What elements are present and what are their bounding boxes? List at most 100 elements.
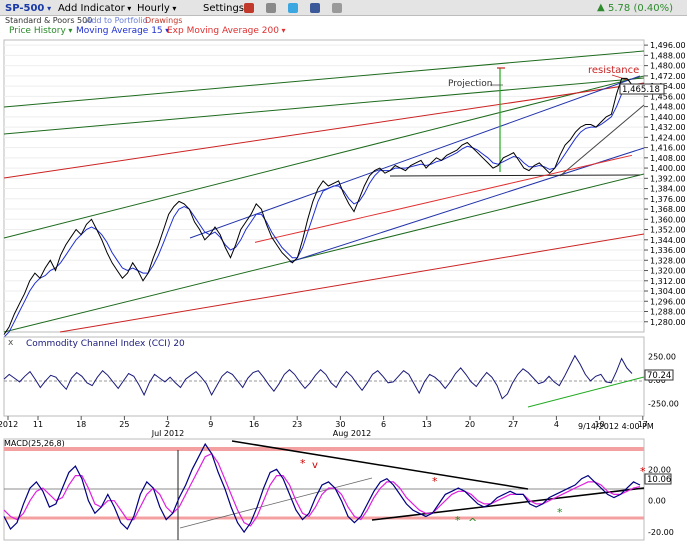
price-line <box>3 77 633 335</box>
last-price-box <box>619 83 665 95</box>
ema200-line <box>254 154 633 243</box>
change-arrow-icon: ▲ <box>597 2 605 13</box>
price-tick-label: 1,328.00 <box>650 256 686 265</box>
price-tick-label: 1,304.00 <box>650 287 686 296</box>
price-tick-label: 1,368.00 <box>650 205 686 214</box>
price-tick-label: 1,344.00 <box>650 236 686 245</box>
green-channel-low <box>3 75 645 239</box>
cci-trend-line <box>527 376 645 408</box>
green-channel-top <box>3 50 645 108</box>
drawings-link[interactable]: Drawings <box>145 16 183 25</box>
share-icon[interactable] <box>244 3 254 13</box>
date-tick-label: 30 <box>335 420 345 429</box>
legend-bar: Price History Moving Average 15 Exp Movi… <box>0 26 687 38</box>
price-tick-label: 1,360.00 <box>650 215 686 224</box>
blue-channel-bottom <box>289 147 645 263</box>
date-tick-label: 23 <box>292 420 302 429</box>
macd-v-marker: v <box>312 460 318 471</box>
price-tick-label: 1,496.00 <box>650 41 686 50</box>
price-tick-label: 1,400.00 <box>650 164 686 173</box>
date-month-label: Aug 2012 <box>333 429 372 438</box>
date-tick-label: 13 <box>422 420 432 429</box>
price-tick-label: 1,320.00 <box>650 267 686 276</box>
macd-tick-label: 20.00 <box>648 465 671 474</box>
price-grid <box>4 44 644 323</box>
macd-main-line <box>3 442 641 534</box>
price-tick-label: 1,488.00 <box>650 51 686 60</box>
macd-uptrend-line <box>371 487 645 521</box>
trend-channels <box>3 50 645 333</box>
price-tick-label: 1,472.00 <box>650 72 686 81</box>
twitter-icon[interactable] <box>288 3 298 13</box>
cci-last-box <box>644 369 674 381</box>
macd-star-2: * <box>432 475 438 488</box>
black-trend-line <box>559 104 645 177</box>
symbol-selector[interactable]: SP-500 <box>5 3 51 14</box>
macd-panel <box>3 438 645 541</box>
macd-tick-label: 0.00 <box>648 497 666 506</box>
macd-last-value: 10.06 <box>647 475 671 485</box>
date-tick-label: 4 <box>554 420 559 429</box>
cci-last-value: 70.24 <box>647 371 671 381</box>
red-channel-top <box>3 82 645 179</box>
add-indicator-button[interactable]: Add Indicator <box>58 3 131 14</box>
price-tick-label: 1,424.00 <box>650 133 686 142</box>
print-icon[interactable] <box>332 3 342 13</box>
green-channel-bottom <box>3 173 645 333</box>
macd-up-marker: ^ <box>468 516 477 529</box>
macd-star-1: * <box>300 457 306 470</box>
green-channel-mid <box>3 77 645 135</box>
price-tick-label: 1,432.00 <box>650 123 686 132</box>
macd-tick-label: -20.00 <box>648 528 674 537</box>
price-tick-label: 1,408.00 <box>650 154 686 163</box>
date-tick-label: 25 <box>119 420 129 429</box>
cci-tick-label: -250.00 <box>648 399 679 408</box>
date-tick-label: 6 <box>381 420 386 429</box>
blue-channel-top <box>189 75 641 239</box>
price-tick-label: 1,376.00 <box>650 195 686 204</box>
macd-green-star-2: * <box>557 506 563 519</box>
date-tick-label: 2012 <box>0 420 18 429</box>
instrument-name: Standard & Poors 500 <box>5 16 93 25</box>
email-icon[interactable] <box>266 3 276 13</box>
price-tick-label: 1,296.00 <box>650 297 686 306</box>
resistance-annotation: resistance <box>588 65 639 76</box>
price-tick-label: 1,312.00 <box>650 277 686 286</box>
cci-tick-label: 250.00 <box>648 353 676 362</box>
macd-signal-line <box>3 452 641 527</box>
legend-ma15[interactable]: Moving Average 15 <box>76 26 169 36</box>
date-axis: 2012 11 18 25 2 9 16 23 30 6 13 20 27 4 10 17 Jul 2012 Au… <box>0 416 648 438</box>
price-tick-label: 1,440.00 <box>650 113 686 122</box>
macd-last-box <box>644 473 672 485</box>
cci-close-icon[interactable]: x <box>8 338 14 348</box>
toolbar: SP-500 Add Indicator Hourly Settings ▲ 5… <box>0 0 687 16</box>
date-tick-label: 10 <box>595 420 605 429</box>
legend-ema200[interactable]: Exp Moving Average 200 <box>167 26 286 36</box>
price-tick-label: 1,456.00 <box>650 92 686 101</box>
price-tick-label: 1,280.00 <box>650 318 686 327</box>
cci-label[interactable]: Commodity Channel Index (CCI) 20 <box>26 339 185 349</box>
price-tick-label: 1,384.00 <box>650 185 686 194</box>
price-y-axis: 1,280.001,288.00 1,296.001,304.001,312.00… <box>644 41 686 327</box>
date-tick-label: 17 <box>638 420 648 429</box>
red-channel-bottom <box>59 233 645 333</box>
price-tick-label: 1,464.00 <box>650 82 686 91</box>
last-price-label: 1,465.18 <box>622 85 660 95</box>
resistance-pointer <box>611 74 629 81</box>
support-line <box>389 174 641 177</box>
subtitle-bar: Standard & Poors 500 Add to Portfolio Dr… <box>0 16 687 26</box>
facebook-icon[interactable] <box>310 3 320 13</box>
date-tick-label: 20 <box>465 420 475 429</box>
price-panel <box>3 39 645 333</box>
ma15-line <box>3 85 632 338</box>
interval-selector[interactable]: Hourly <box>137 3 176 14</box>
cci-panel <box>3 336 645 417</box>
price-tick-label: 1,448.00 <box>650 103 686 112</box>
timestamp-label: 9/14/2012 4:00 PM <box>578 422 654 431</box>
projection-annotation: Projection <box>448 79 493 89</box>
date-tick-label: 27 <box>508 420 518 429</box>
settings-button[interactable]: Settings <box>203 3 251 14</box>
legend-price-history[interactable]: Price History <box>9 26 72 36</box>
add-to-portfolio-link[interactable]: Add to Portfolio <box>86 16 148 25</box>
